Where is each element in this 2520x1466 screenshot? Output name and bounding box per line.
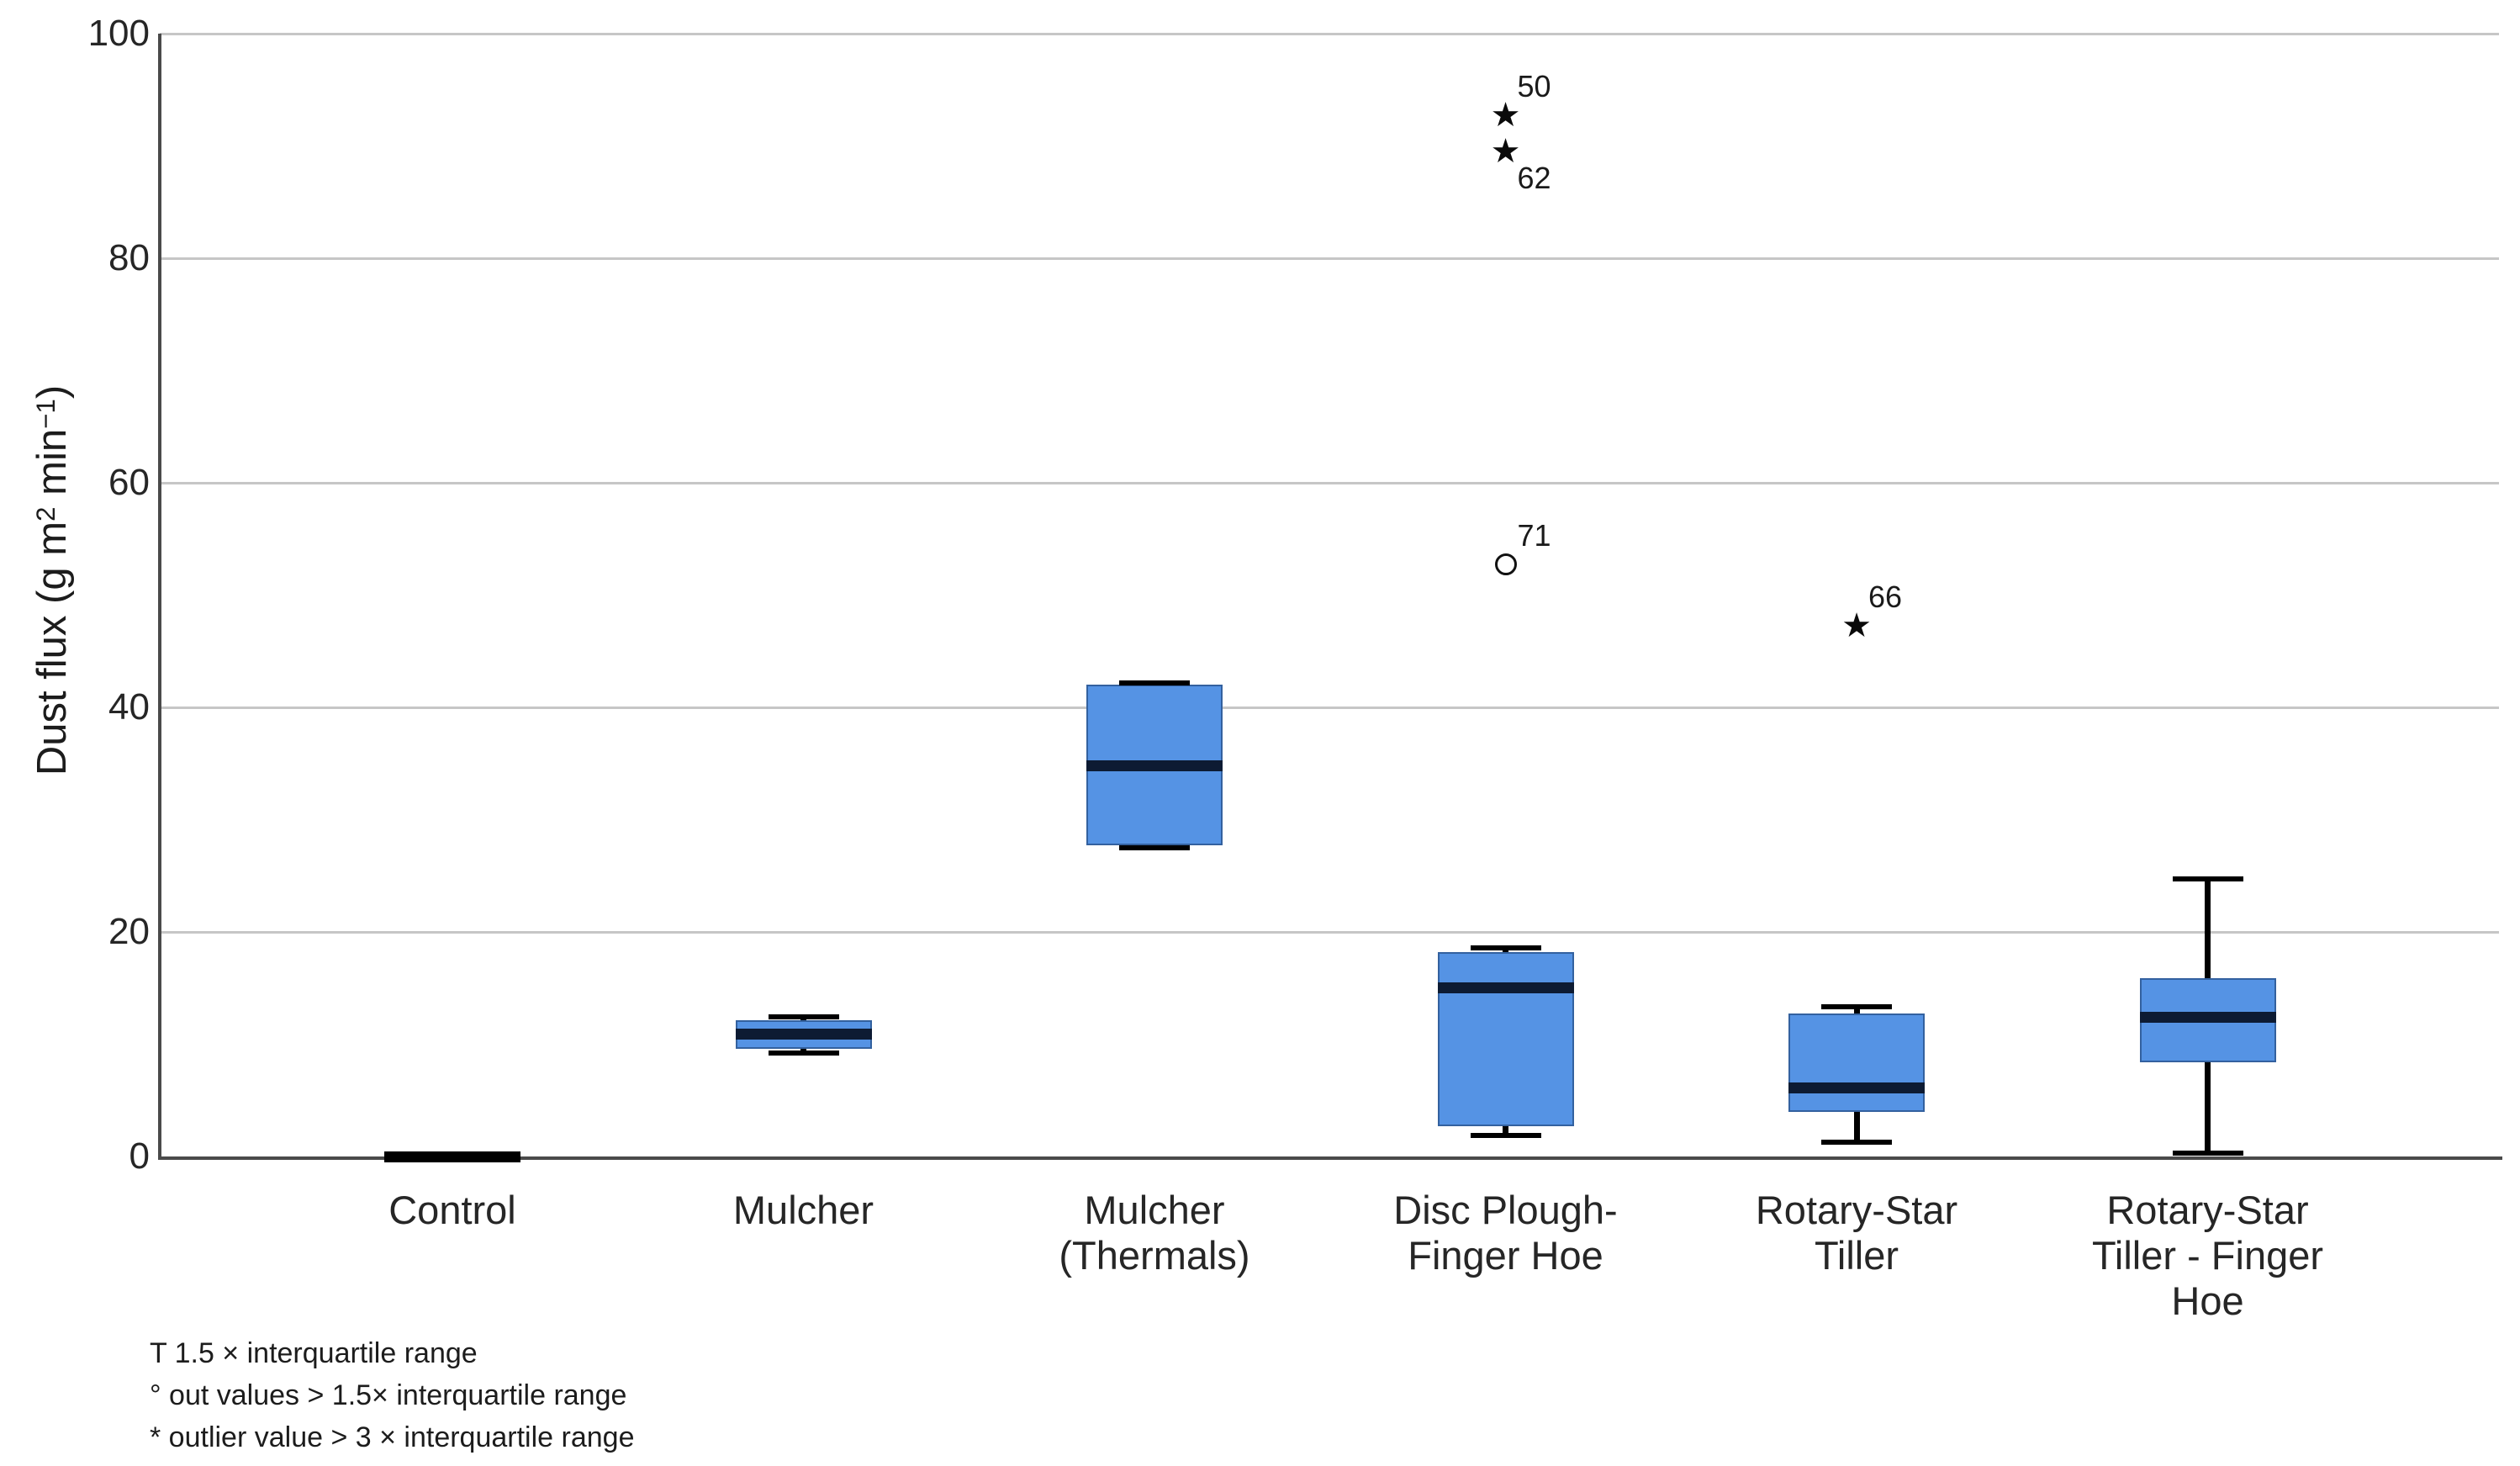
y-axis-title-superscript: −1 — [30, 399, 61, 429]
legend-footnotes: T 1.5 × interquartile range ° out values … — [150, 1332, 634, 1458]
whisker-cap — [1821, 1139, 1892, 1145]
y-axis-title-text: Dust flux (g m — [29, 521, 75, 776]
y-axis-title-superscript: 2 — [30, 506, 61, 521]
category-label: Control — [388, 1188, 516, 1232]
category-label: Rotary-Star Tiller - Finger Hoe — [2091, 1188, 2324, 1323]
whisker-cap — [1119, 680, 1190, 685]
category-label: Rotary-Star Tiller — [1755, 1188, 1958, 1278]
legend-footnote-line: T 1.5 × interquartile range — [150, 1337, 478, 1369]
box-iqr — [1788, 1013, 1925, 1112]
median-line — [735, 1028, 872, 1040]
star-outlier-marker: ★ — [1490, 97, 1521, 135]
outlier-case-label: 66 — [1868, 579, 1903, 614]
gridline — [160, 706, 2499, 709]
gridline — [160, 930, 2499, 934]
median-line — [1788, 1082, 1925, 1094]
y-tick-label: 100 — [87, 13, 150, 54]
legend-footnote-line: ° out values > 1.5× interquartile range — [150, 1379, 627, 1411]
outlier-case-label: 62 — [1517, 161, 1551, 196]
whisker-cap — [1470, 1132, 1541, 1138]
whisker-cap — [2172, 1150, 2243, 1156]
legend-footnote-line: * outlier value > 3 × interquartile rang… — [150, 1421, 635, 1453]
gridline — [160, 481, 2499, 484]
y-axis-title-text: ) — [29, 384, 75, 400]
whisker-cap — [1821, 1004, 1892, 1010]
median-line — [384, 1151, 520, 1162]
box-iqr — [1437, 952, 1574, 1126]
whisker-cap — [1119, 844, 1190, 850]
gridline — [160, 257, 2499, 260]
star-outlier-marker: ★ — [1490, 133, 1521, 171]
y-tick-label: 40 — [108, 686, 150, 728]
y-tick-label: 80 — [108, 237, 150, 278]
outlier-case-label: 50 — [1517, 69, 1551, 104]
gridline — [160, 32, 2499, 35]
y-tick-label: 20 — [108, 911, 150, 952]
circle-outlier-marker — [1494, 553, 1517, 576]
category-label: Disc Plough- Finger Hoe — [1393, 1188, 1618, 1278]
y-axis-line — [158, 34, 161, 1160]
category-label: Mulcher (Thermals) — [1059, 1188, 1250, 1278]
outlier-case-label: 71 — [1517, 518, 1551, 553]
whisker-cap — [1470, 945, 1541, 950]
y-tick-label: 60 — [108, 462, 150, 503]
whisker-cap — [768, 1051, 839, 1056]
y-tick-label: 0 — [129, 1135, 150, 1177]
median-line — [2139, 1011, 2276, 1023]
star-outlier-marker: ★ — [1841, 606, 1872, 644]
whisker-cap — [768, 1014, 839, 1020]
median-line — [1086, 759, 1223, 771]
median-line — [1437, 982, 1574, 994]
category-label: Mulcher — [732, 1188, 874, 1232]
x-axis-line — [158, 1156, 2502, 1160]
whisker-cap — [2172, 876, 2243, 882]
